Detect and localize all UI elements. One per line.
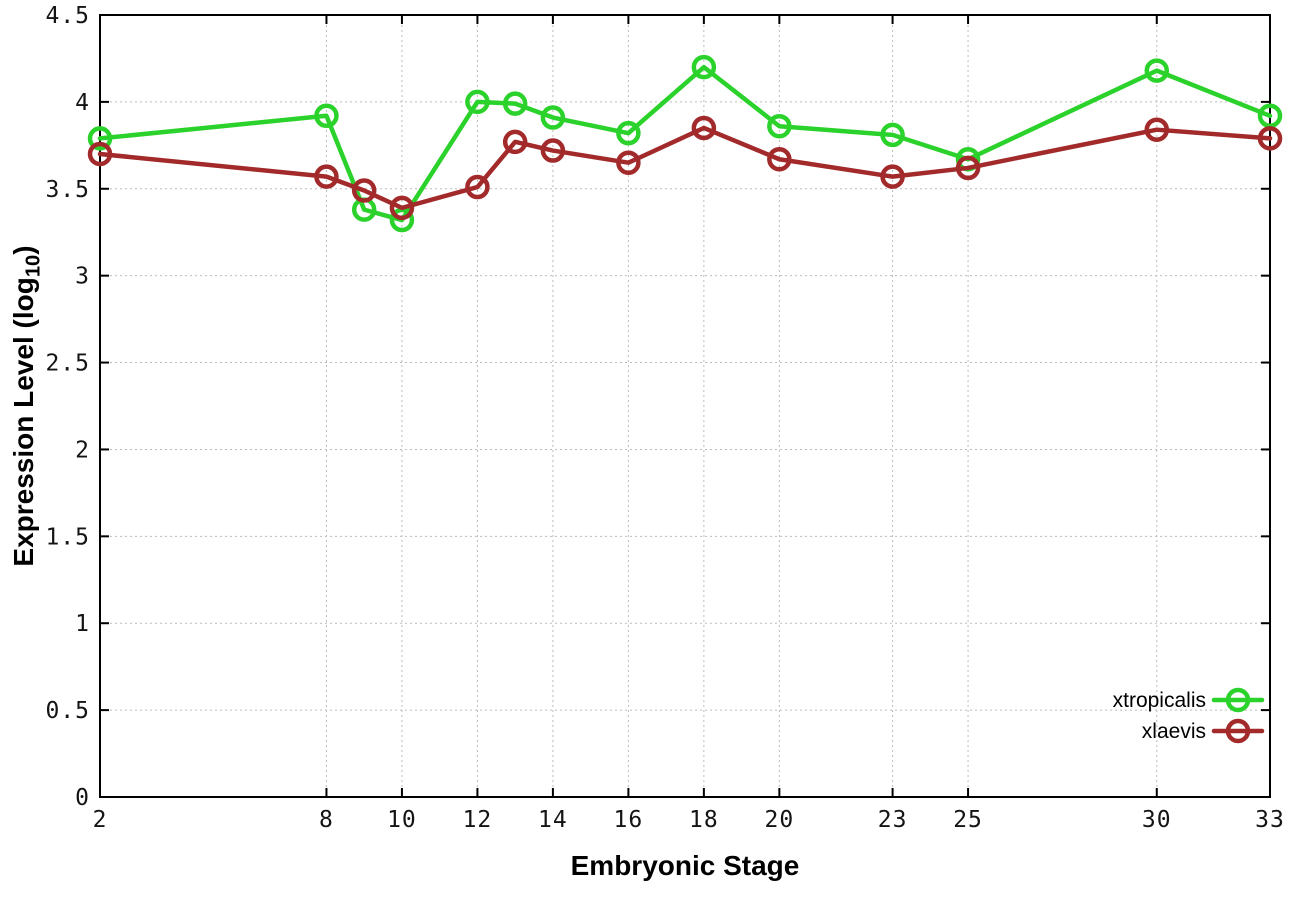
x-tick-label: 23 — [878, 807, 908, 833]
plot-border — [99, 14, 1271, 798]
y-tick-label: 1.5 — [45, 524, 90, 550]
legend-label-xtropicalis: xtropicalis — [1113, 689, 1206, 712]
x-axis-title-text: Embryonic Stage — [570, 850, 800, 881]
data-point-xlaevis — [955, 155, 981, 181]
y-tick-label: 4 — [75, 90, 90, 116]
x-tick-label: 8 — [319, 807, 334, 833]
data-point-xlaevis — [465, 174, 490, 200]
data-point-xlaevis — [87, 141, 113, 167]
data-point-xlaevis — [1257, 126, 1283, 151]
data-point-xtropicalis — [314, 103, 339, 129]
x-tick-label: 12 — [463, 807, 493, 833]
data-point-xlaevis — [351, 178, 377, 203]
x-tick-label: 18 — [689, 807, 719, 833]
data-point-xtropicalis — [691, 54, 717, 80]
x-tick-label: 20 — [765, 807, 795, 833]
data-point-xlaevis — [616, 150, 641, 175]
y-axis-title-suffix: ) — [8, 245, 39, 255]
data-point-xlaevis — [502, 129, 528, 155]
data-point-xlaevis — [767, 146, 792, 172]
y-tick-label: 0 — [75, 785, 90, 811]
y-tick-label: 2 — [75, 437, 90, 463]
data-point-xtropicalis — [1257, 103, 1283, 129]
x-tick-label: 14 — [538, 807, 568, 833]
series-line-xlaevis — [97, 125, 1273, 211]
series-line-xtropicalis — [97, 64, 1273, 223]
x-tick-label: 10 — [387, 807, 417, 833]
data-point-xtropicalis — [502, 91, 528, 116]
data-point-xtropicalis — [540, 105, 566, 130]
y-axis-title-text: Expression Level (log — [8, 277, 39, 567]
legend-marker-circle-xlaevis — [1225, 718, 1251, 744]
legend-label-xlaevis: xlaevis — [1142, 720, 1206, 743]
y-tick-label: 3 — [75, 264, 90, 290]
data-point-xlaevis — [691, 115, 717, 141]
data-point-xtropicalis — [87, 126, 113, 151]
y-axis-title: Expression Level (log10) — [8, 15, 48, 797]
y-tick-label: 4.5 — [45, 3, 90, 29]
data-point-xlaevis — [389, 195, 415, 221]
x-tick-label: 33 — [1255, 807, 1285, 833]
data-point-xtropicalis — [1144, 58, 1170, 83]
data-point-xlaevis — [314, 164, 339, 189]
x-tick-label: 2 — [93, 807, 108, 833]
data-point-xlaevis — [880, 164, 905, 189]
y-tick-label: 3.5 — [45, 177, 90, 203]
x-tick-label: 25 — [953, 807, 983, 833]
data-point-xtropicalis — [880, 122, 905, 148]
x-tick-label: 30 — [1142, 807, 1172, 833]
legend-marker-circle-xtropicalis — [1225, 687, 1251, 713]
y-axis-title-subscript: 10 — [22, 254, 45, 278]
data-point-xlaevis — [540, 138, 566, 163]
data-point-xtropicalis — [767, 113, 792, 139]
data-point-xtropicalis — [616, 120, 641, 146]
x-axis-title: Embryonic Stage — [100, 850, 1270, 882]
x-tick-label: 16 — [614, 807, 644, 833]
data-point-xtropicalis — [465, 89, 490, 115]
data-point-xlaevis — [1144, 117, 1170, 142]
y-tick-label: 1 — [75, 611, 90, 637]
y-tick-label: 2.5 — [45, 351, 90, 377]
y-tick-label: 0.5 — [45, 698, 90, 724]
